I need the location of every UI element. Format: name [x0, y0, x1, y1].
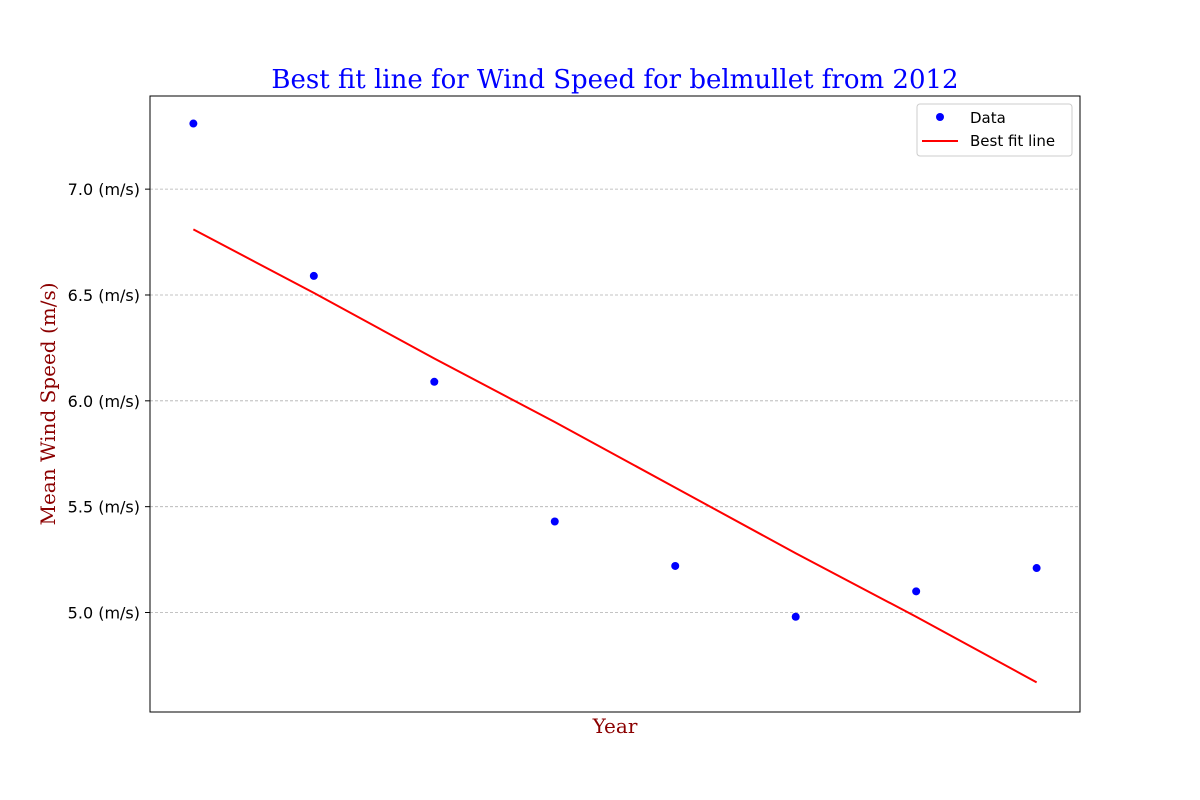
- data-point: [309, 271, 318, 280]
- plot-area: [149, 95, 1081, 713]
- chart-title: Best fit line for Wind Speed for belmull…: [271, 65, 958, 95]
- data-point: [671, 561, 680, 570]
- legend-label-data: Data: [970, 109, 1006, 127]
- legend-marker-data: [936, 113, 944, 121]
- x-axis-label: Year: [592, 714, 638, 738]
- y-tick-label: 6.0 (m/s): [68, 392, 140, 411]
- y-axis-label: Mean Wind Speed (m/s): [36, 282, 60, 525]
- best-fit-line: [192, 228, 1038, 684]
- data-point: [550, 517, 559, 526]
- y-tick-label: 5.5 (m/s): [68, 498, 140, 517]
- y-tick-label: 5.0 (m/s): [68, 604, 140, 623]
- legend: Data Best fit line: [916, 103, 1073, 157]
- series-layer: [189, 119, 1041, 684]
- y-axis-ticks: 5.0 (m/s) 5.5 (m/s) 6.0 (m/s) 6.5 (m/s) 7.0 …: [68, 180, 150, 623]
- data-point: [430, 377, 439, 386]
- gridlines: [150, 188, 1080, 613]
- data-point: [189, 119, 198, 128]
- legend-box: [916, 103, 1073, 157]
- y-tick-label: 6.5 (m/s): [68, 286, 140, 305]
- data-point: [1032, 564, 1041, 573]
- data-point: [912, 587, 921, 596]
- data-point: [791, 612, 800, 621]
- y-tick-label: 7.0 (m/s): [68, 180, 140, 199]
- legend-label-best-fit: Best fit line: [970, 132, 1055, 150]
